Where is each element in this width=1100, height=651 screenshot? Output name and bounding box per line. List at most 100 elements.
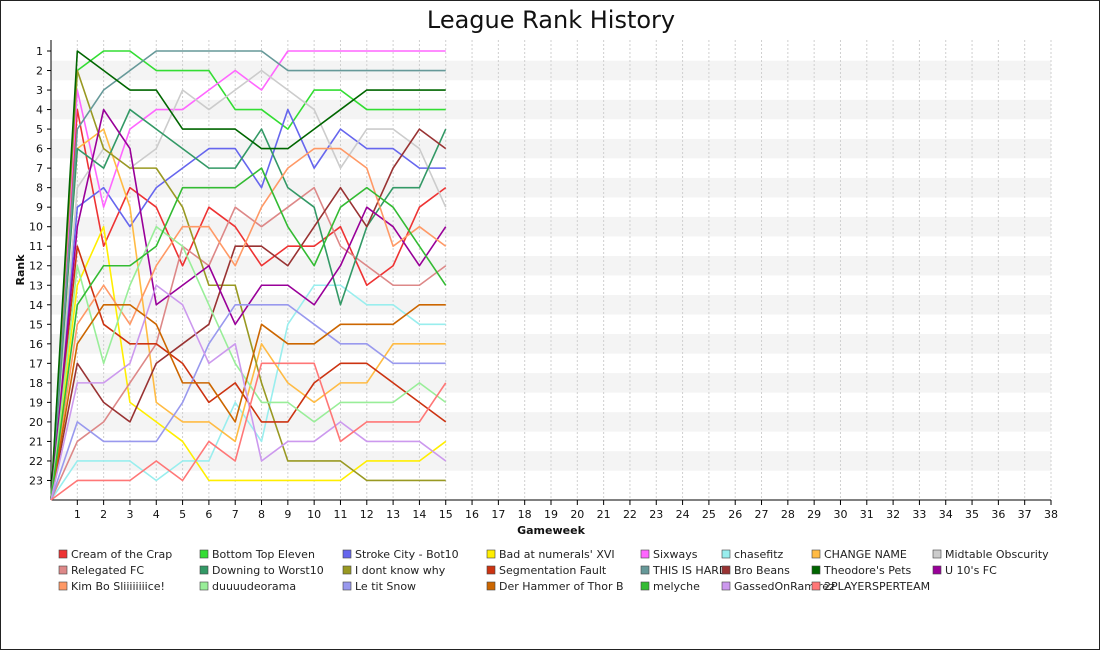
x-tick-label: 34	[939, 508, 953, 521]
legend-swatch	[199, 565, 209, 575]
series-line-20	[50, 167, 447, 501]
x-tick-label: 21	[597, 508, 611, 521]
legend-swatch	[932, 565, 942, 575]
grid-band	[51, 177, 1051, 198]
y-tick-label: 21	[29, 435, 43, 448]
legend-swatch	[58, 581, 68, 591]
legend-swatch	[342, 565, 352, 575]
y-tick-label: 2	[36, 65, 43, 78]
series-line-18	[50, 303, 446, 501]
x-tick-label: 38	[1044, 508, 1058, 521]
x-tick-label: 30	[833, 508, 847, 521]
legend-label: Der Hammer of Thor B	[499, 580, 624, 593]
x-tick-label: 13	[386, 508, 400, 521]
x-tick-label: 24	[676, 508, 690, 521]
legend-label: chasefitz	[734, 548, 784, 561]
series-line-5	[50, 284, 446, 501]
legend-swatch	[58, 565, 68, 575]
y-tick-label: 8	[36, 182, 43, 195]
y-tick-label: 3	[36, 84, 43, 97]
x-tick-label: 14	[412, 508, 426, 521]
legend-swatch	[342, 549, 352, 559]
x-tick-label: 31	[860, 508, 874, 521]
y-tick-label: 7	[36, 162, 43, 175]
y-tick-label: 11	[29, 240, 43, 253]
x-tick-label: 15	[439, 508, 453, 521]
x-tick-label: 20	[570, 508, 584, 521]
legend-label: THIS IS HARD	[652, 564, 727, 577]
x-tick-label: 16	[465, 508, 479, 521]
x-tick-label: 29	[807, 508, 821, 521]
x-tick-label: 3	[126, 508, 133, 521]
x-tick-label: 22	[623, 508, 637, 521]
y-tick-label: 5	[36, 123, 43, 136]
x-tick-label: 2	[100, 508, 107, 521]
legend-swatch	[199, 549, 209, 559]
x-tick-label: 18	[518, 508, 532, 521]
x-tick-label: 12	[360, 508, 374, 521]
legend-swatch	[640, 549, 650, 559]
series-line-2	[50, 108, 446, 501]
legend-swatch	[932, 549, 942, 559]
legend-swatch	[721, 581, 731, 591]
x-tick-label: 27	[755, 508, 769, 521]
legend-swatch	[486, 581, 496, 591]
y-tick-label: 13	[29, 279, 43, 292]
y-tick-label: 18	[29, 377, 43, 390]
y-tick-label: 9	[36, 201, 43, 214]
x-tick-label: 11	[333, 508, 347, 521]
legend-swatch	[721, 565, 731, 575]
legend-swatch	[811, 565, 821, 575]
legend-label: U 10's FC	[945, 564, 997, 577]
x-tick-label: 33	[912, 508, 926, 521]
legend-label: CHANGE NAME	[824, 548, 907, 561]
legend-swatch	[58, 549, 68, 559]
legend-label: melyche	[653, 580, 700, 593]
y-tick-label: 4	[36, 104, 43, 117]
legend-swatch	[486, 549, 496, 559]
y-tick-label: 10	[29, 221, 43, 234]
legend-swatch	[199, 581, 209, 591]
x-tick-label: 10	[307, 508, 321, 521]
legend-label: Downing to Worst10	[212, 564, 324, 577]
x-tick-label: 5	[179, 508, 186, 521]
legend-label: Sixways	[653, 548, 698, 561]
legend-label: Midtable Obscurity	[945, 548, 1049, 561]
y-tick-label: 12	[29, 260, 43, 273]
series-line-14	[50, 50, 446, 501]
x-tick-label: 28	[781, 508, 795, 521]
legend-swatch	[721, 549, 731, 559]
legend-label: duuuudeorama	[212, 580, 296, 593]
y-tick-label: 1	[36, 45, 43, 58]
y-tick-label: 6	[36, 143, 43, 156]
x-tick-label: 25	[702, 508, 716, 521]
legend-label: Bottom Top Eleven	[212, 548, 315, 561]
legend-swatch	[811, 581, 821, 591]
legend-swatch	[486, 565, 496, 575]
y-tick-label: 15	[29, 318, 43, 331]
y-tick-label: 16	[29, 338, 43, 351]
x-tick-label: 32	[886, 508, 900, 521]
x-tick-label: 4	[153, 508, 160, 521]
legend-label: Relegated FC	[71, 564, 144, 577]
series-line-17	[50, 225, 447, 501]
series-line-7	[50, 69, 447, 501]
legend-label: I dont know why	[355, 564, 446, 577]
grid-band	[51, 60, 1051, 81]
x-tick-label: 9	[284, 508, 291, 521]
x-tick-label: 1	[74, 508, 81, 521]
y-axis-title: Rank	[14, 254, 27, 286]
x-tick-label: 7	[232, 508, 239, 521]
legend-swatch	[640, 565, 650, 575]
y-tick-label: 17	[29, 357, 43, 370]
legend-label: Bro Beans	[734, 564, 790, 577]
legend-label: Kim Bo Sliiiiiiiice!	[71, 580, 165, 593]
grid-band	[51, 334, 1051, 354]
series-line-10	[50, 69, 446, 501]
legend-swatch	[811, 549, 821, 559]
x-tick-label: 26	[728, 508, 742, 521]
x-tick-label: 23	[649, 508, 663, 521]
series-line-21	[50, 284, 447, 501]
legend-label: Stroke City - Bot10	[355, 548, 459, 561]
